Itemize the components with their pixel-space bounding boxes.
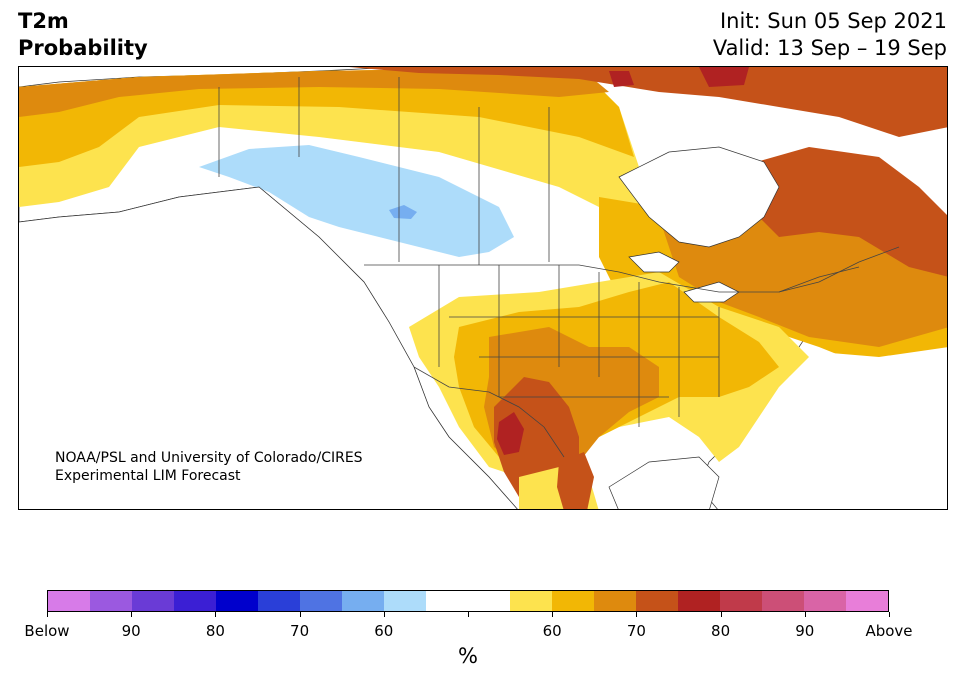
- colorbar-bin: [510, 591, 552, 611]
- init-date: Init: Sun 05 Sep 2021: [719, 9, 947, 33]
- title-variable: T2m: [18, 9, 69, 33]
- colorbar-bin: [678, 591, 720, 611]
- state-lines: [438, 265, 720, 427]
- colorbar-tick-label: Above: [865, 622, 913, 640]
- great-lakes: [628, 251, 740, 303]
- warm-75-arctic: [349, 67, 947, 137]
- political-borders: [218, 77, 900, 458]
- colorbar-bin: [174, 591, 216, 611]
- credit-line-1: NOAA/PSL and University of Colorado/CIRE…: [55, 450, 363, 466]
- colorbar-ticks: [47, 612, 890, 620]
- warm-80-us: [497, 412, 524, 455]
- cold-65-spot: [389, 205, 417, 219]
- st-lawrence: [778, 246, 900, 293]
- colorbar-bin: [216, 591, 258, 611]
- province-lines: [218, 77, 550, 265]
- chart-title: T2m Probability: [18, 8, 148, 62]
- colorbar-bin: [48, 591, 90, 611]
- colorbar-bin: [384, 591, 426, 611]
- colorbar-bin: [552, 591, 594, 611]
- colorbar-tick-label: Below: [24, 622, 70, 640]
- credit-line-2: Experimental LIM Forecast: [55, 468, 241, 484]
- colorbar-tick-label: 70: [290, 622, 310, 640]
- colorbar-bin: [468, 591, 510, 611]
- colorbar-tick-label: 90: [795, 622, 815, 640]
- colorbar-tick-label: 70: [626, 622, 646, 640]
- colorbar-tick-label: 80: [205, 622, 225, 640]
- west-coast: [19, 186, 518, 509]
- colorbar-bin: [300, 591, 342, 611]
- colorbar: [47, 590, 889, 612]
- colorbar-tick: [720, 612, 722, 617]
- colorbar-bin: [90, 591, 132, 611]
- colorbar-tick-label: 60: [542, 622, 562, 640]
- colorbar-bin: [426, 591, 468, 611]
- title-type: Probability: [18, 36, 148, 60]
- colorbar-bin: [636, 591, 678, 611]
- colorbar-tick: [889, 612, 890, 617]
- colorbar-bin: [762, 591, 804, 611]
- colorbar-tick-label: 60: [374, 622, 394, 640]
- pacific-ocean: [19, 187, 518, 509]
- atlantic-ocean: [719, 347, 947, 509]
- warm-80-arctic: [609, 67, 749, 87]
- warm-65-north: [19, 67, 634, 167]
- valid-date: Valid: 13 Sep – 19 Sep: [712, 36, 947, 60]
- colorbar-tick-label: 80: [711, 622, 731, 640]
- us-mexico-border: [413, 366, 565, 458]
- hudson-bay: [618, 146, 780, 248]
- colorbar-tick: [47, 612, 48, 617]
- colorbar-tick: [552, 612, 554, 617]
- warm-75-mexico: [557, 452, 594, 509]
- colorbar-tick: [299, 612, 301, 617]
- colorbar-unit: %: [458, 644, 478, 668]
- colorbar-tick: [383, 612, 385, 617]
- colorbar-tick: [215, 612, 217, 617]
- forecast-map: [19, 67, 947, 509]
- colorbar-tick: [636, 612, 638, 617]
- date-info: Init: Sun 05 Sep 2021 Valid: 13 Sep – 19…: [713, 8, 947, 62]
- colorbar-tick: [804, 612, 806, 617]
- colorbar-tick: [131, 612, 133, 617]
- warm-70-north: [19, 67, 609, 117]
- colorbar-bin: [342, 591, 384, 611]
- colorbar-bin: [846, 591, 888, 611]
- colorbar-tick-label: 90: [121, 622, 141, 640]
- colorbar-bin: [804, 591, 846, 611]
- colorbar-bin: [720, 591, 762, 611]
- map-panel: [18, 66, 948, 510]
- colorbar-bin: [132, 591, 174, 611]
- gulf-of-mexico: [608, 456, 720, 509]
- credit-text: NOAA/PSL and University of Colorado/CIRE…: [55, 449, 363, 485]
- colorbar-tick: [468, 612, 469, 617]
- us-canada-border: [364, 264, 860, 293]
- warm-75-east: [739, 147, 947, 277]
- colorbar-bin: [594, 591, 636, 611]
- colorbar-bin: [258, 591, 300, 611]
- cold-60-region: [199, 145, 514, 257]
